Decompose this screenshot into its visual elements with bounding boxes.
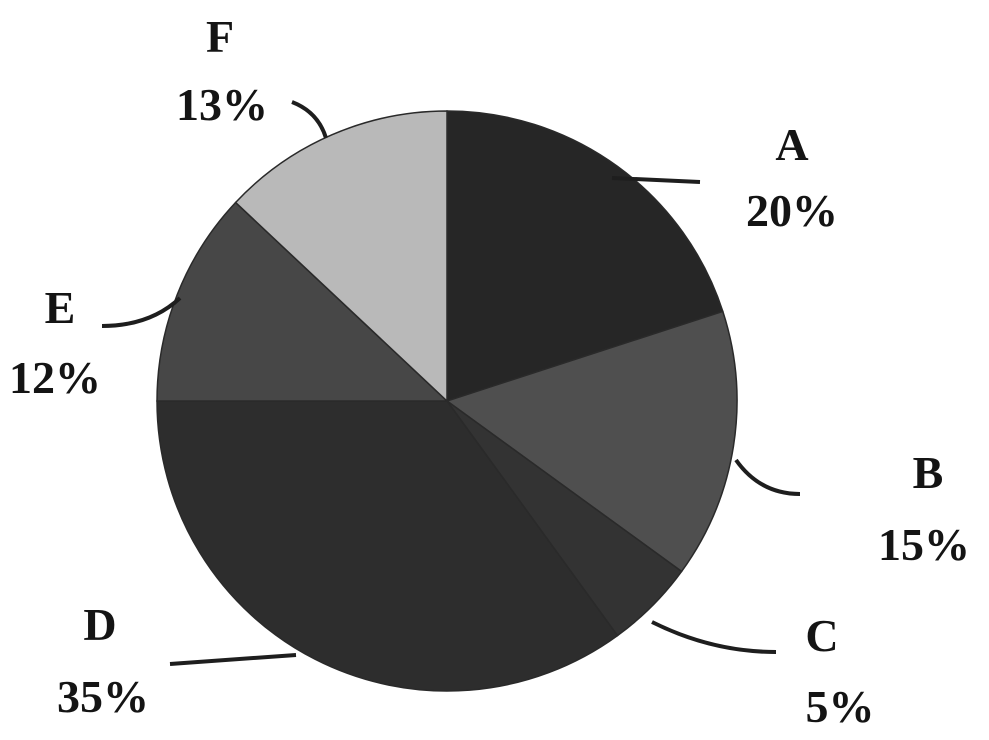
slice-label-f: F — [206, 11, 234, 62]
slice-value-e: 12% — [9, 352, 101, 403]
pie-slices — [157, 111, 737, 691]
slice-label-a: A — [775, 119, 808, 170]
slice-label-d: D — [83, 599, 116, 650]
leader-line-b — [736, 460, 800, 494]
slice-value-d: 35% — [57, 671, 149, 722]
slice-label-b: B — [913, 447, 944, 498]
slice-value-c: 5% — [806, 681, 875, 732]
slice-label-c: C — [805, 610, 838, 661]
leader-line-d — [170, 655, 296, 664]
slice-value-b: 15% — [878, 519, 970, 570]
slice-value-a: 20% — [746, 185, 838, 236]
slice-label-e: E — [45, 282, 76, 333]
leader-line-c — [652, 622, 776, 652]
slice-value-f: 13% — [176, 79, 268, 130]
leader-line-f — [292, 102, 326, 138]
